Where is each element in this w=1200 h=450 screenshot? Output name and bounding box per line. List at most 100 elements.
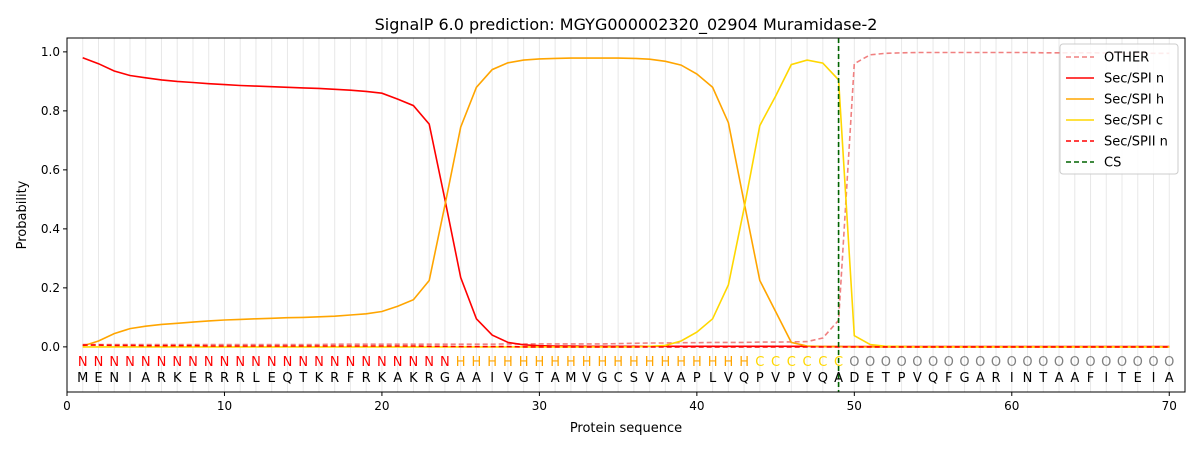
region-label: H xyxy=(629,355,639,370)
residue-label: M xyxy=(565,371,576,386)
residue-label: R xyxy=(204,371,213,386)
region-label: N xyxy=(330,355,340,370)
region-label: H xyxy=(708,355,718,370)
residue-label: E xyxy=(1134,371,1142,386)
region-label: N xyxy=(125,355,135,370)
y-tick-label: 0.4 xyxy=(41,222,60,236)
chart-title: SignalP 6.0 prediction: MGYG000002320_02… xyxy=(375,15,878,35)
region-label: O xyxy=(1054,355,1064,370)
region-label: N xyxy=(346,355,356,370)
residue-label: K xyxy=(409,371,418,386)
region-label: N xyxy=(314,355,324,370)
residue-label: Q xyxy=(818,371,828,386)
x-tick-label: 50 xyxy=(847,399,862,413)
residue-label: R xyxy=(992,371,1001,386)
residue-label: P xyxy=(787,371,795,386)
residue-label: Q xyxy=(928,371,938,386)
region-label: N xyxy=(409,355,419,370)
residue-label: R xyxy=(362,371,371,386)
region-label: N xyxy=(172,355,182,370)
residue-label: I xyxy=(1104,371,1108,386)
series-line-sec-spi-c xyxy=(82,59,1170,348)
residue-label: P xyxy=(756,371,764,386)
residue-label: Q xyxy=(739,371,749,386)
residue-label: F xyxy=(945,371,952,386)
region-label: C xyxy=(803,355,812,370)
legend-label: Sec/SPII n xyxy=(1104,135,1168,150)
residue-label: V xyxy=(645,371,654,386)
region-label: N xyxy=(157,355,167,370)
residue-label: K xyxy=(378,371,387,386)
region-label: H xyxy=(645,355,655,370)
residue-label: T xyxy=(1038,371,1047,386)
region-label: N xyxy=(440,355,450,370)
residue-label: R xyxy=(330,371,339,386)
residue-label: G xyxy=(960,371,970,386)
region-label: O xyxy=(865,355,875,370)
x-tick-label: 20 xyxy=(374,399,389,413)
residue-label: A xyxy=(677,371,686,386)
residue-label: E xyxy=(268,371,276,386)
x-tick-label: 60 xyxy=(1004,399,1019,413)
residue-label: A xyxy=(472,371,481,386)
region-label: O xyxy=(849,355,859,370)
series-line-sec-spii-n xyxy=(82,344,1170,348)
residue-label: I xyxy=(1010,371,1014,386)
residue-label: I xyxy=(1152,371,1156,386)
series-line-sec-spi-n xyxy=(82,57,1170,348)
region-label: O xyxy=(1085,355,1095,370)
residue-label: I xyxy=(128,371,132,386)
residue-label: T xyxy=(298,371,307,386)
residue-label: R xyxy=(425,371,434,386)
region-label: C xyxy=(787,355,796,370)
residue-label: V xyxy=(771,371,780,386)
residue-label: S xyxy=(630,371,638,386)
residue-label: V xyxy=(503,371,512,386)
residue-label: V xyxy=(803,371,812,386)
series-line-other xyxy=(82,51,1170,346)
legend-label: Sec/SPI h xyxy=(1104,93,1164,108)
residue-label: G xyxy=(519,371,529,386)
residue-label: A xyxy=(1070,371,1079,386)
residue-label: M xyxy=(77,371,88,386)
legend-box xyxy=(1059,43,1179,175)
region-label: O xyxy=(881,355,891,370)
residue-label: Q xyxy=(282,371,292,386)
region-label: H xyxy=(739,355,749,370)
region-label: H xyxy=(487,355,497,370)
region-label: N xyxy=(283,355,293,370)
residue-label: D xyxy=(849,371,859,386)
region-label: N xyxy=(361,355,371,370)
residue-label: A xyxy=(456,371,465,386)
region-label: N xyxy=(204,355,214,370)
region-label: C xyxy=(755,355,764,370)
y-tick-label: 0.6 xyxy=(41,163,60,177)
y-tick-label: 0.0 xyxy=(41,340,60,354)
residue-label: A xyxy=(834,371,843,386)
residue-label: I xyxy=(490,371,494,386)
region-label: N xyxy=(109,355,119,370)
region-label: N xyxy=(393,355,403,370)
series-line-sec-spi-h xyxy=(82,57,1170,348)
region-label: C xyxy=(818,355,827,370)
region-label: N xyxy=(78,355,88,370)
residue-label: V xyxy=(913,371,922,386)
region-label: O xyxy=(1007,355,1017,370)
region-label: H xyxy=(613,355,623,370)
legend-label: Sec/SPI c xyxy=(1104,114,1163,129)
residue-label: E xyxy=(189,371,197,386)
residue-label: F xyxy=(1087,371,1094,386)
region-label: N xyxy=(141,355,151,370)
region-label: N xyxy=(220,355,230,370)
region-label: O xyxy=(975,355,985,370)
region-label: O xyxy=(1133,355,1143,370)
residue-label: A xyxy=(1165,371,1174,386)
plot-frame xyxy=(66,37,1186,393)
legend-label: CS xyxy=(1104,156,1121,171)
region-label: H xyxy=(550,355,560,370)
region-label: O xyxy=(1070,355,1080,370)
residue-label: T xyxy=(1117,371,1126,386)
region-label: H xyxy=(582,355,592,370)
residue-label: C xyxy=(614,371,623,386)
